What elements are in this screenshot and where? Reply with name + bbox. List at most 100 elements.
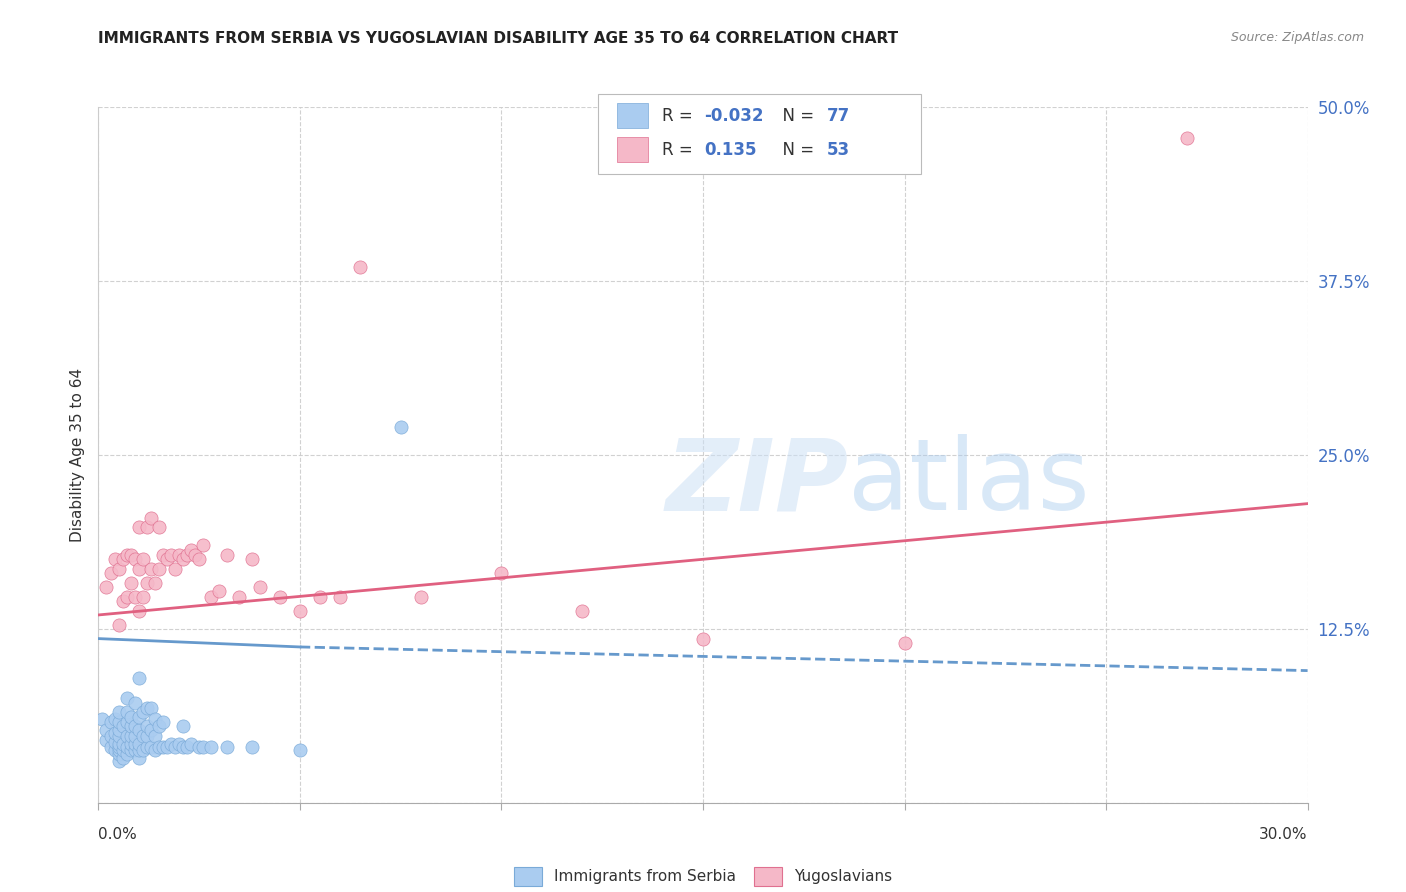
Point — [288, 743, 311, 757]
Point — [132, 552, 155, 566]
Point — [107, 747, 129, 761]
Point — [111, 743, 134, 757]
Point — [132, 590, 155, 604]
Point — [184, 548, 207, 562]
Point — [180, 542, 202, 557]
Point — [103, 743, 125, 757]
Point — [228, 590, 250, 604]
Point — [217, 548, 239, 562]
Point — [329, 590, 352, 604]
Point — [124, 729, 146, 743]
Point — [111, 552, 134, 566]
Point — [167, 737, 190, 751]
Point — [148, 520, 170, 534]
Point — [128, 709, 150, 723]
Point — [107, 617, 129, 632]
Point — [115, 740, 138, 755]
Point — [103, 734, 125, 748]
Point — [120, 576, 142, 591]
Point — [152, 740, 174, 755]
Point — [107, 740, 129, 755]
Point — [124, 552, 146, 566]
Point — [163, 740, 186, 755]
Point — [163, 562, 186, 576]
Text: -0.032: -0.032 — [704, 107, 763, 125]
Y-axis label: Disability Age 35 to 64: Disability Age 35 to 64 — [69, 368, 84, 542]
Point — [107, 706, 129, 720]
Point — [111, 751, 134, 765]
Point — [180, 737, 202, 751]
Point — [148, 719, 170, 733]
Point — [139, 510, 162, 524]
Point — [115, 590, 138, 604]
Point — [193, 538, 215, 552]
Point — [115, 706, 138, 720]
Point — [103, 726, 125, 740]
Point — [139, 562, 162, 576]
Point — [309, 590, 332, 604]
Point — [167, 548, 190, 562]
Point — [288, 604, 311, 618]
Point — [111, 719, 134, 733]
Point — [160, 548, 183, 562]
Point — [571, 604, 593, 618]
Point — [124, 743, 146, 757]
Point — [135, 701, 157, 715]
Point — [128, 751, 150, 765]
Point — [132, 706, 155, 720]
Point — [100, 715, 122, 730]
Point — [91, 712, 114, 726]
Point — [124, 737, 146, 751]
Point — [893, 636, 915, 650]
Point — [152, 715, 174, 730]
Point — [240, 552, 263, 566]
Point — [135, 719, 157, 733]
Point — [100, 740, 122, 755]
Text: R =: R = — [662, 141, 699, 159]
Text: 30.0%: 30.0% — [1260, 827, 1308, 841]
Point — [128, 737, 150, 751]
Point — [172, 740, 194, 755]
Point — [115, 548, 138, 562]
Point — [107, 743, 129, 757]
Point — [124, 696, 146, 710]
Point — [135, 740, 157, 755]
Point — [103, 712, 125, 726]
Point — [124, 590, 146, 604]
Point — [188, 552, 211, 566]
Point — [152, 548, 174, 562]
Point — [249, 580, 271, 594]
Point — [148, 562, 170, 576]
Point — [172, 719, 194, 733]
Point — [107, 737, 129, 751]
Point — [128, 562, 150, 576]
Point — [128, 723, 150, 738]
Point — [200, 740, 222, 755]
Point — [491, 566, 513, 581]
Point — [139, 723, 162, 738]
Text: 0.135: 0.135 — [704, 141, 756, 159]
Point — [172, 552, 194, 566]
Point — [100, 566, 122, 581]
Point — [115, 715, 138, 730]
Point — [139, 740, 162, 755]
Text: 0.0%: 0.0% — [98, 827, 138, 841]
Point — [128, 743, 150, 757]
Point — [135, 520, 157, 534]
Text: Source: ZipAtlas.com: Source: ZipAtlas.com — [1230, 31, 1364, 45]
Point — [107, 723, 129, 738]
Text: 77: 77 — [827, 107, 851, 125]
Text: N =: N = — [772, 107, 820, 125]
Point — [128, 604, 150, 618]
Point — [349, 260, 371, 274]
Point — [132, 729, 155, 743]
Point — [124, 719, 146, 733]
Text: N =: N = — [772, 141, 820, 159]
Point — [240, 740, 263, 755]
Point — [120, 737, 142, 751]
Point — [269, 590, 291, 604]
Point — [103, 552, 125, 566]
Point — [176, 740, 198, 755]
Point — [217, 740, 239, 755]
Point — [156, 552, 179, 566]
